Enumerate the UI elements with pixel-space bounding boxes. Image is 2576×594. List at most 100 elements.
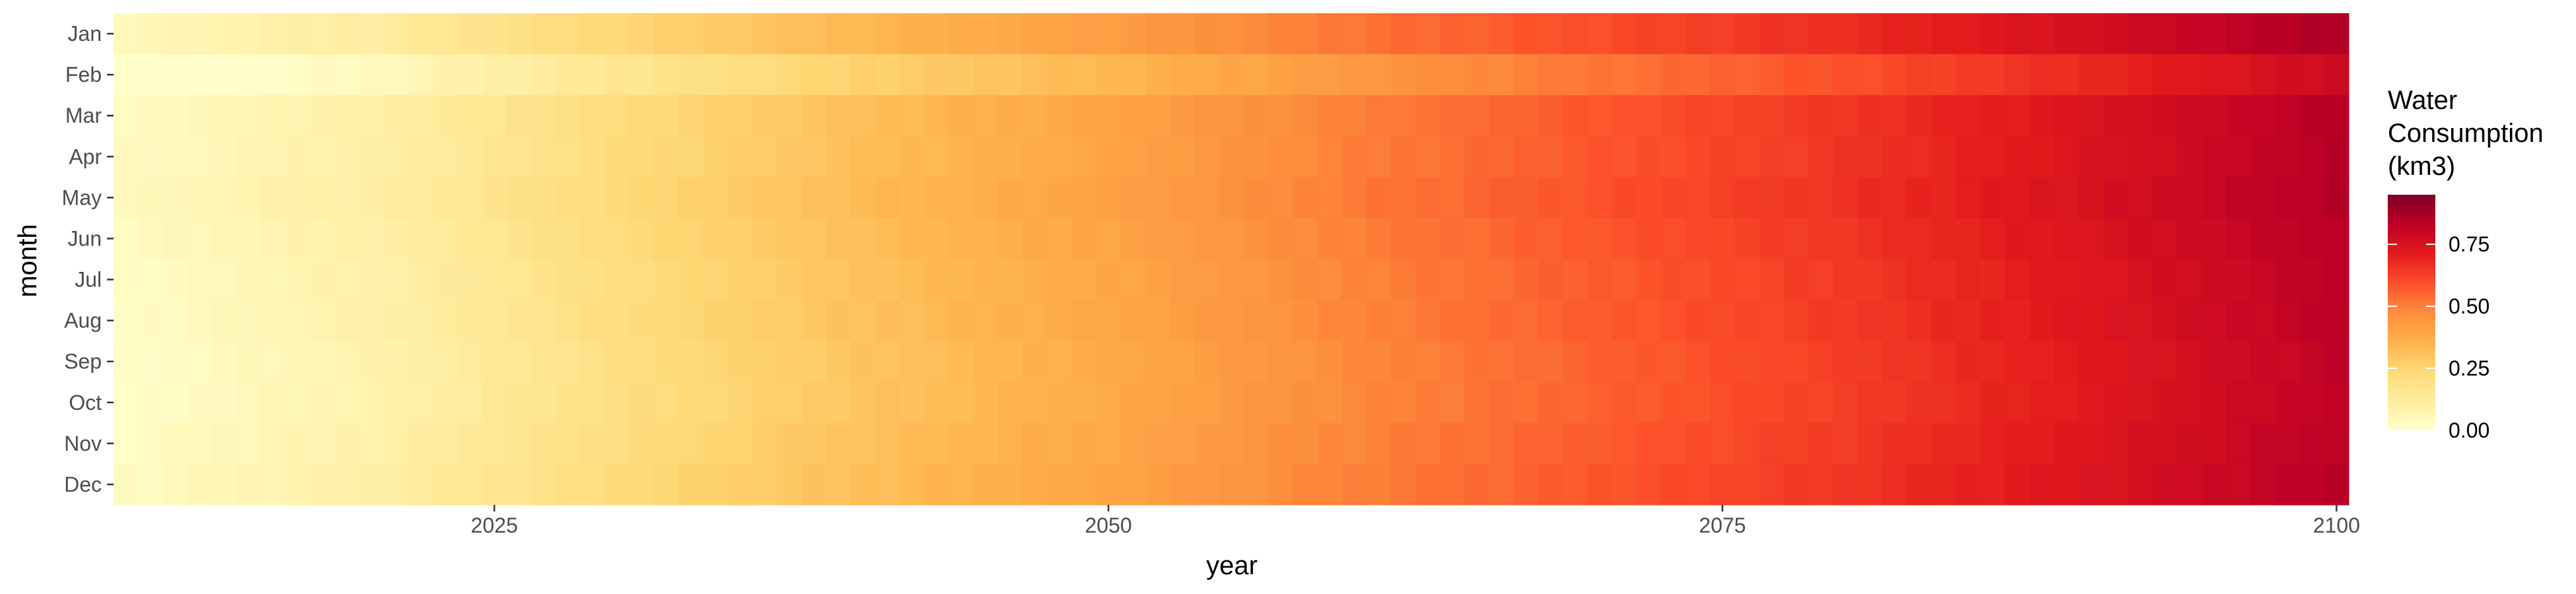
heatmap-cell [1882,422,1908,465]
heatmap-cell [2054,341,2079,383]
heatmap-cell [408,13,434,55]
heatmap-cell [1759,300,1785,342]
heatmap-cell [678,54,704,96]
heatmap-cell [1219,95,1244,137]
heatmap-cell [1022,381,1048,424]
color-legend: Water Consumption (km3) 0.00 0.25 0.50 0.75 [2388,86,2544,442]
heatmap-cell [531,341,556,383]
heatmap-cell [1808,218,1834,260]
heatmap-cell [948,95,974,137]
heatmap-cell [2275,300,2301,342]
heatmap-cell [1120,463,1146,506]
heatmap-cell [948,259,974,301]
heatmap-cell [1415,177,1441,219]
heatmap-cell [1071,463,1097,506]
heatmap-cell [1956,13,1981,55]
heatmap-cell [334,300,360,342]
heatmap-cell [1390,13,1416,55]
heatmap-cell [654,463,679,506]
heatmap-cell [457,463,483,506]
heatmap-cell [1513,136,1539,178]
heatmap-cell [604,54,630,96]
heatmap-cell [1612,300,1637,342]
heatmap-cell [457,341,483,383]
heatmap-cell [310,463,336,506]
heatmap-cell [1145,54,1170,96]
heatmap-cell [1342,95,1367,137]
heatmap-cell [1096,177,1122,219]
heatmap-cell [1219,300,1244,342]
heatmap-cell [1808,341,1834,383]
heatmap-cell [826,218,851,260]
heatmap-cell [1956,95,1981,137]
heatmap-cell [1489,177,1515,219]
heatmap-cell [2201,259,2227,301]
heatmap-cell [1366,381,1392,424]
heatmap-cell [114,13,139,55]
heatmap-cell [777,300,802,342]
heatmap-cell [2128,259,2153,301]
heatmap-cell [2103,136,2128,178]
heatmap-cell [1120,300,1146,342]
heatmap-cell [654,381,679,424]
heatmap-cell [1538,422,1563,465]
heatmap-cell [1661,463,1686,506]
heatmap-cell [850,54,876,96]
heatmap-cell [777,177,802,219]
heatmap-cell [654,300,679,342]
heatmap-cell [1612,341,1637,383]
heatmap-cell [1735,300,1760,342]
heatmap-cell [1170,136,1195,178]
heatmap-cell [727,381,753,424]
heatmap-cell [114,177,139,219]
heatmap-cell [211,218,237,260]
heatmap-cell [1440,463,1465,506]
heatmap-cell [826,13,851,55]
y-tick-label: Mar [65,104,102,127]
heatmap-cell [1022,13,1048,55]
heatmap-cell [334,13,360,55]
heatmap-cell [285,177,311,219]
heatmap-cell [236,218,262,260]
heatmap-cell [236,300,262,342]
heatmap-cell [1415,218,1441,260]
heatmap-cell [506,13,532,55]
heatmap-cell [1096,54,1122,96]
heatmap-cell [973,95,999,137]
heatmap-cell [1735,381,1760,424]
heatmap-cell [2275,95,2301,137]
heatmap-cell [1145,341,1170,383]
heatmap-cell [408,177,434,219]
heatmap-cell [1489,136,1515,178]
heatmap-cell [1882,300,1908,342]
heatmap-cell [1882,341,1908,383]
heatmap-cell [850,381,876,424]
heatmap-cell [1513,259,1539,301]
heatmap-cell [2029,54,2055,96]
heatmap-cell [1857,381,1883,424]
heatmap-cell [1219,136,1244,178]
heatmap-cell [506,177,532,219]
x-axis: 2025 2050 2075 2100 [471,505,2360,537]
heatmap-cell [384,463,409,506]
heatmap-cell [384,381,409,424]
heatmap-cell [1906,13,1932,55]
heatmap-cell [1292,177,1318,219]
heatmap-cell [1071,54,1097,96]
heatmap-cell [850,259,876,301]
heatmap-cell [580,381,606,424]
y-tick-label: Feb [65,63,102,86]
heatmap-cell [2275,54,2301,96]
heatmap-cell [433,95,458,137]
heatmap-cell [1685,177,1711,219]
heatmap-cell [1022,177,1048,219]
legend-ticks: 0.00 0.25 0.50 0.75 [2388,232,2489,442]
heatmap-cell [703,463,729,506]
heatmap-cell [1759,341,1785,383]
heatmap-cell [114,422,139,465]
heatmap-cell [285,136,311,178]
heatmap-cell [162,463,188,506]
heatmap-cell [1783,463,1809,506]
y-tick-label: Jun [67,226,102,250]
heatmap-cell [752,259,777,301]
